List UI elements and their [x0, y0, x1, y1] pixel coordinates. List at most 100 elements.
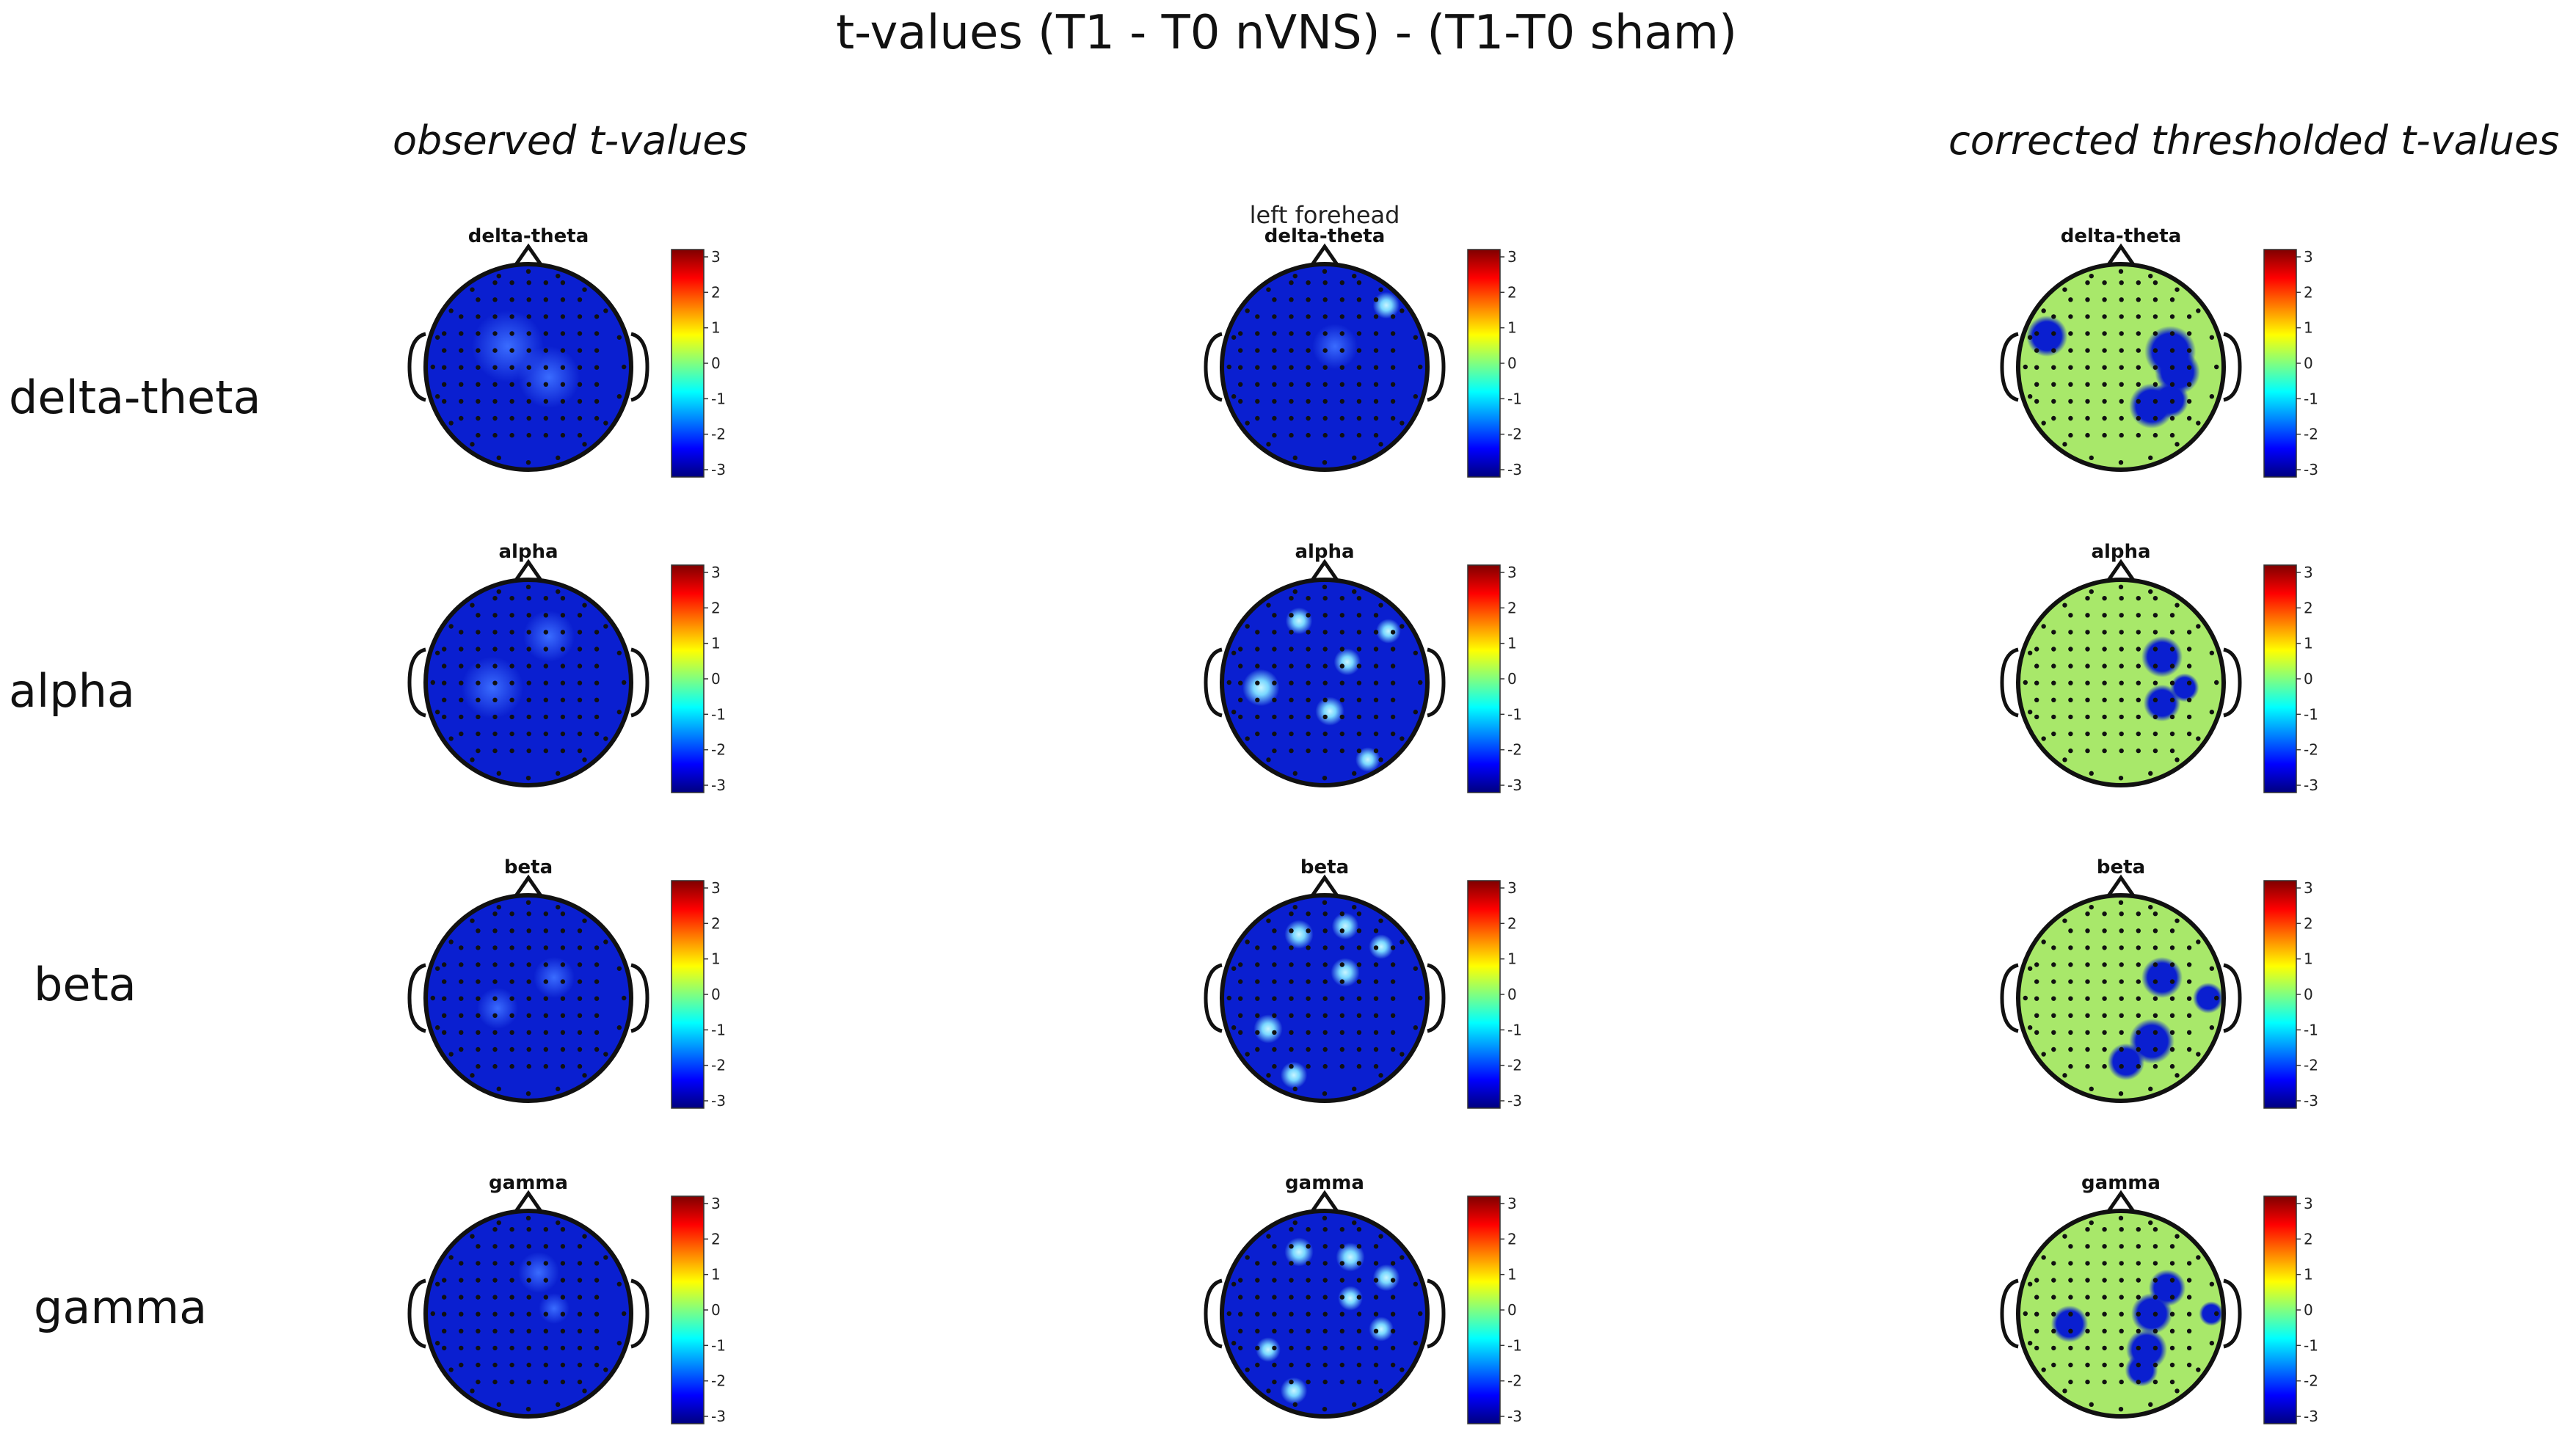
electrode	[2119, 348, 2124, 353]
electrode	[509, 1013, 514, 1019]
electrode	[622, 995, 627, 1001]
right-ear	[2223, 963, 2242, 1033]
electrode	[526, 432, 531, 438]
colorbar-tick-label: 0	[1507, 986, 1517, 1003]
colorbar-tick-label: -2	[1507, 741, 1522, 759]
electrode	[1272, 680, 1277, 685]
electrode	[1373, 748, 1379, 754]
electrode	[2051, 1046, 2056, 1052]
electrode	[556, 1220, 561, 1226]
electrode	[1289, 280, 1294, 285]
colorbar-scale	[1467, 880, 1501, 1109]
electrode	[2034, 1278, 2039, 1283]
electrode	[1266, 1234, 1271, 1239]
colorbar-tick-label: 3	[711, 248, 721, 266]
electrode	[492, 731, 498, 737]
electrode	[476, 697, 481, 702]
colorbar-tick-label: 2	[2304, 599, 2313, 616]
electrode	[560, 928, 566, 933]
electrode	[1266, 1073, 1271, 1078]
activity-blob	[1369, 1317, 1394, 1342]
colorbar-tick-label: -1	[1507, 1021, 1522, 1038]
electrode	[616, 394, 622, 399]
electrode	[2209, 394, 2215, 399]
electrode	[1289, 348, 1294, 353]
electrode	[577, 962, 583, 967]
electrode	[476, 1379, 481, 1385]
electrode	[2152, 331, 2158, 336]
electrode	[526, 630, 531, 635]
electrode	[2068, 1013, 2073, 1019]
electrode	[2136, 748, 2141, 754]
head-outline	[423, 262, 633, 472]
electrode	[543, 613, 548, 618]
electrode	[2085, 663, 2090, 669]
electrode	[1413, 966, 1419, 971]
electrode	[616, 1341, 622, 1346]
left-ear	[1204, 1278, 1223, 1349]
electrode	[476, 1244, 481, 1249]
electrode	[560, 1278, 566, 1283]
electrode	[2209, 1281, 2215, 1286]
electrode	[2034, 348, 2039, 353]
electrode	[442, 1278, 447, 1283]
electrode	[2085, 680, 2090, 685]
electrode	[1255, 398, 1260, 404]
electrode	[2118, 584, 2124, 589]
electrode	[525, 584, 531, 589]
activity-blob	[1284, 920, 1314, 949]
electrode	[2196, 421, 2201, 426]
electrode	[1322, 1278, 1328, 1283]
electrode	[2136, 945, 2141, 950]
electrode	[1245, 1052, 1250, 1057]
electrode	[2136, 1013, 2141, 1019]
electrode	[1322, 297, 1328, 302]
electrode	[2034, 714, 2039, 720]
electrode	[1289, 331, 1294, 336]
electrode	[525, 1215, 531, 1221]
electrode	[459, 415, 464, 421]
electrode	[1356, 1227, 1362, 1232]
scalp-map-blobs	[2050, 1269, 2224, 1387]
electrode	[543, 945, 548, 950]
electrode	[2102, 297, 2107, 302]
electrode	[577, 382, 583, 387]
nose	[2106, 874, 2136, 898]
left-ear	[1204, 332, 1223, 402]
electrode	[492, 1261, 498, 1266]
electrode	[509, 596, 514, 601]
electrode	[1306, 382, 1311, 387]
electrode	[1390, 348, 1396, 353]
electrode-grid	[430, 584, 627, 781]
electrode	[1322, 432, 1328, 438]
electrode	[1292, 1220, 1298, 1226]
electrode	[1322, 1091, 1328, 1096]
electrode	[577, 348, 583, 353]
electrode	[616, 1025, 622, 1030]
colorbar-tick-label: 2	[2304, 1230, 2313, 1248]
electrode	[543, 962, 548, 967]
electrode	[577, 663, 583, 669]
electrode	[1289, 1244, 1294, 1249]
electrode	[526, 731, 531, 737]
electrode	[459, 630, 464, 635]
electrode	[2152, 1379, 2158, 1385]
electrode	[603, 736, 608, 741]
electrode	[1322, 331, 1328, 336]
electrode	[492, 647, 498, 652]
colorbar-tick-label: 2	[1507, 1230, 1517, 1248]
electrode	[1255, 630, 1260, 635]
electrode	[1339, 630, 1345, 635]
colorbar-tick-label: 1	[2304, 635, 2313, 652]
electrode	[1255, 1030, 1260, 1035]
electrode	[476, 415, 481, 421]
colorbar-tick-label: 2	[711, 283, 721, 301]
electrode	[1322, 748, 1328, 754]
electrode	[2119, 613, 2124, 618]
electrode	[2152, 1362, 2158, 1368]
electrode	[2068, 1379, 2073, 1385]
electrode	[1322, 1046, 1328, 1052]
